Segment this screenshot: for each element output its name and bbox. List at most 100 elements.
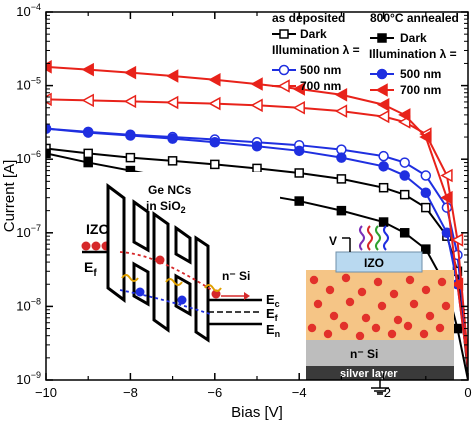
ge-nanocrystal-dot: [357, 287, 367, 297]
hole-dot: [177, 295, 187, 305]
data-point: [46, 148, 51, 159]
series-line: [46, 127, 468, 368]
data-point: [125, 152, 136, 163]
legend-700-label-1: 700 nm: [300, 79, 341, 93]
oxide-barrier-1: [106, 183, 126, 303]
hole-dot: [135, 287, 145, 297]
oxide-barrier-3: [194, 235, 210, 343]
data-point: [399, 170, 410, 181]
ge-nanocrystal-dot: [325, 285, 335, 295]
data-point: [420, 187, 432, 199]
data-point: [166, 69, 179, 83]
x-tick-label: −6: [207, 385, 222, 400]
nc-well-1: [132, 199, 150, 253]
data-point: [292, 100, 305, 115]
data-point: [208, 96, 221, 111]
ge-nanocrystal-dot: [339, 321, 349, 331]
photon-icon: [204, 284, 222, 292]
y-tick-label: 10−7: [16, 223, 41, 240]
in-sio2-label: in SiO2: [146, 199, 186, 215]
en-label: En: [266, 322, 280, 339]
data-point: [250, 98, 263, 113]
nc-dots: [307, 273, 451, 341]
data-point: [336, 174, 347, 184]
data-point: [167, 133, 178, 144]
electron-dot: [91, 241, 101, 251]
data-point: [378, 182, 389, 193]
ge-nanocrystal-dot: [345, 297, 355, 307]
data-point: [251, 140, 263, 152]
ge-nanocrystal-dot: [409, 299, 419, 309]
legend-dark-label-2: Dark: [400, 31, 427, 45]
legend-dark-label-1: Dark: [300, 27, 327, 41]
data-point: [252, 163, 262, 174]
nc-well-2-valence: [174, 273, 192, 317]
data-point: [440, 168, 453, 183]
ge-nanocrystal-dot: [419, 329, 429, 339]
ge-nanocrystal-dot: [441, 301, 451, 311]
ge-nanocrystal-dot: [329, 311, 339, 321]
ge-nanocrystal-dot: [361, 313, 371, 323]
light-icon: [367, 225, 373, 251]
legend-500-label-2: 500 nm: [400, 67, 441, 81]
legend-illumination-label-1: Illumination λ =: [272, 43, 360, 57]
data-point: [250, 77, 263, 91]
y-tick-label: 10−4: [16, 2, 41, 19]
data-point: [81, 62, 94, 77]
data-point: [293, 145, 305, 157]
data-point: [377, 97, 390, 112]
y-axis-label: Current [A]: [1, 160, 18, 233]
legend-group2-title: 800°C annealed: [370, 11, 459, 25]
legend-marker-square-open: [279, 29, 289, 39]
data-point: [399, 228, 410, 238]
data-point: [450, 277, 464, 292]
ge-nanocrystal-dot: [373, 277, 383, 287]
data-point: [334, 88, 348, 102]
ec-label: Ec: [266, 292, 280, 309]
data-point: [421, 244, 431, 254]
ge-nanocrystal-dot: [323, 329, 333, 339]
ge-nanocrystal-dot: [437, 277, 447, 287]
device-inset: V IZO n⁻ Si silver layer: [306, 225, 454, 395]
legend-marker-square-filled: [377, 33, 387, 43]
photon-icon: [121, 274, 139, 282]
data-point: [208, 73, 221, 87]
ge-nanocrystal-dot: [371, 323, 381, 333]
data-point: [336, 205, 347, 216]
ef-label: Ef: [84, 259, 97, 279]
ge-nanocrystal-dot: [421, 285, 431, 295]
data-point: [377, 109, 390, 124]
izo-contact-label: IZO: [364, 256, 384, 270]
ge-nanocrystal-dot: [403, 321, 413, 331]
series-line: [46, 65, 468, 368]
legend-illumination-label-2: Illumination λ =: [369, 47, 457, 61]
y-tick-label: 10−8: [16, 296, 41, 313]
x-tick-label: 0: [464, 385, 471, 400]
data-point: [83, 148, 93, 159]
electron-dot: [81, 241, 91, 251]
data-point: [294, 168, 304, 178]
legend-marker-triangle-filled: [375, 83, 388, 97]
legend-marker-triangle-open: [277, 79, 290, 93]
series-layer: [46, 60, 468, 380]
data-point: [398, 108, 411, 122]
ge-nanocrystal-dot: [341, 273, 351, 283]
ge-nanocrystal-dot: [313, 299, 323, 309]
data-point: [334, 104, 348, 118]
izo-label: IZO: [86, 221, 109, 237]
oxide-barrier-2: [152, 211, 170, 333]
legend-500-label-1: 500 nm: [300, 63, 341, 77]
legend-700-label-2: 700 nm: [400, 83, 441, 97]
data-point: [378, 217, 389, 227]
data-point: [294, 196, 304, 206]
ge-nanocrystal-dot: [425, 311, 435, 321]
ge-nanocrystal-dot: [355, 331, 365, 341]
ge-nanocrystal-dot: [307, 323, 317, 333]
data-point: [452, 323, 463, 334]
nc-well-2: [174, 225, 192, 265]
data-point: [125, 130, 136, 141]
y-tick-label: 10−6: [16, 149, 41, 166]
silver-layer: [306, 366, 454, 380]
electron-path: [119, 251, 216, 293]
